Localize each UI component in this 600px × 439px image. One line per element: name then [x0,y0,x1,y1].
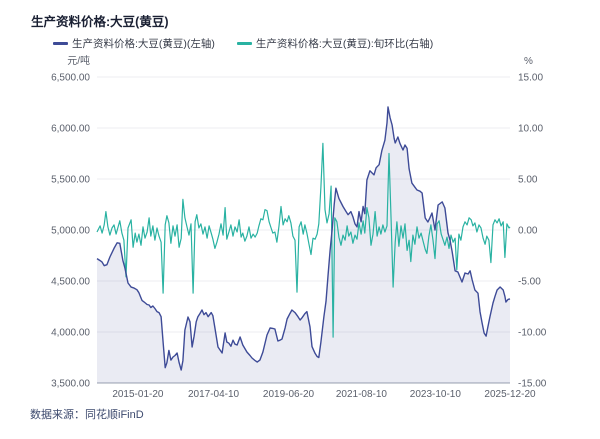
legend-item-mom[interactable]: 生产资料价格:大豆(黄豆):旬环比(右轴) [236,36,434,51]
right-axis-tick-label: -5.00 [518,277,541,288]
legend-label-mom: 生产资料价格:大豆(黄豆):旬环比(右轴) [255,38,434,50]
left-axis-tick-label: 5,000.00 [51,226,90,237]
left-axis-tick-label: 5,500.00 [51,175,90,186]
data-source: 数据来源：同花顺iFinD [30,409,144,421]
left-axis-unit-label: 元/吨 [67,54,90,67]
x-axis-tick-label: 2015-01-20 [112,389,164,400]
price-line [96,106,511,371]
mom-line [96,142,511,338]
x-axis-tick-label: 2021-08-10 [336,389,388,400]
x-axis-tick-label: 2023-10-10 [410,389,462,400]
left-axis-tick-label: 3,500.00 [51,379,90,390]
mom-line-marker-icon [236,42,252,45]
x-axis-tick-label: 2025-12-20 [484,389,536,400]
right-axis-tick-label: 0.00 [518,226,538,237]
x-axis-tick-label: 2017-04-10 [188,389,240,400]
legend-label-price: 生产资料价格:大豆(黄豆)(左轴) [72,38,215,50]
left-axis-tick-label: 4,500.00 [51,277,90,288]
x-axis-tick-label: 2019-06-20 [263,389,315,400]
right-axis-tick-label: 5.00 [518,175,538,186]
legend: 生产资料价格:大豆(黄豆)(左轴) 生产资料价格:大豆(黄豆):旬环比(右轴) [53,36,433,51]
left-axis-tick-label: 6,500.00 [51,73,90,84]
chart-title: 生产资料价格:大豆(黄豆) [31,15,169,29]
legend-item-price[interactable]: 生产资料价格:大豆(黄豆)(左轴) [53,36,215,51]
left-axis-tick-label: 6,000.00 [51,124,90,135]
right-axis-tick-label: -15.00 [518,379,547,390]
right-axis-unit-label: % [524,56,533,67]
plot-area[interactable] [97,77,510,383]
right-axis-tick-label: -10.00 [518,328,547,339]
price-line-marker-icon [53,42,68,45]
right-axis-tick-label: 10.00 [518,124,543,135]
right-axis-tick-label: 15.00 [518,73,543,84]
left-axis-tick-label: 4,000.00 [51,328,90,339]
